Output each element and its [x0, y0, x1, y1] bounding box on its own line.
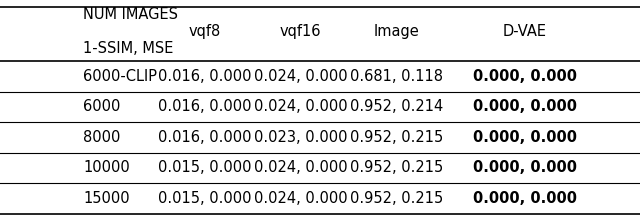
Text: 1-SSIM, MSE: 1-SSIM, MSE — [83, 41, 173, 56]
Text: 0.681, 0.118: 0.681, 0.118 — [350, 69, 444, 84]
Text: 0.015, 0.000: 0.015, 0.000 — [158, 160, 252, 175]
Text: 0.024, 0.000: 0.024, 0.000 — [254, 69, 348, 84]
Text: 8000: 8000 — [83, 130, 120, 145]
Text: 0.000, 0.000: 0.000, 0.000 — [473, 130, 577, 145]
Text: 0.000, 0.000: 0.000, 0.000 — [473, 69, 577, 84]
Text: 0.016, 0.000: 0.016, 0.000 — [158, 69, 252, 84]
Text: NUM IMAGES: NUM IMAGES — [83, 7, 178, 22]
Text: 0.952, 0.215: 0.952, 0.215 — [350, 191, 444, 206]
Text: 0.000, 0.000: 0.000, 0.000 — [473, 99, 577, 114]
Text: 6000: 6000 — [83, 99, 120, 114]
Text: 0.023, 0.000: 0.023, 0.000 — [254, 130, 348, 145]
Text: 0.024, 0.000: 0.024, 0.000 — [254, 99, 348, 114]
Text: 0.952, 0.215: 0.952, 0.215 — [350, 130, 444, 145]
Text: 0.000, 0.000: 0.000, 0.000 — [473, 160, 577, 175]
Text: 10000: 10000 — [83, 160, 130, 175]
Text: 0.016, 0.000: 0.016, 0.000 — [158, 130, 252, 145]
Text: D-VAE: D-VAE — [503, 24, 547, 39]
Text: 15000: 15000 — [83, 191, 130, 206]
Text: 0.000, 0.000: 0.000, 0.000 — [473, 191, 577, 206]
Text: vqf16: vqf16 — [280, 24, 321, 39]
Text: 0.015, 0.000: 0.015, 0.000 — [158, 191, 252, 206]
Text: 0.024, 0.000: 0.024, 0.000 — [254, 160, 348, 175]
Text: 0.952, 0.215: 0.952, 0.215 — [350, 160, 444, 175]
Text: 0.024, 0.000: 0.024, 0.000 — [254, 191, 348, 206]
Text: 0.952, 0.214: 0.952, 0.214 — [350, 99, 444, 114]
Text: 0.016, 0.000: 0.016, 0.000 — [158, 99, 252, 114]
Text: 6000-CLIP: 6000-CLIP — [83, 69, 157, 84]
Text: vqf8: vqf8 — [189, 24, 221, 39]
Text: Image: Image — [374, 24, 420, 39]
